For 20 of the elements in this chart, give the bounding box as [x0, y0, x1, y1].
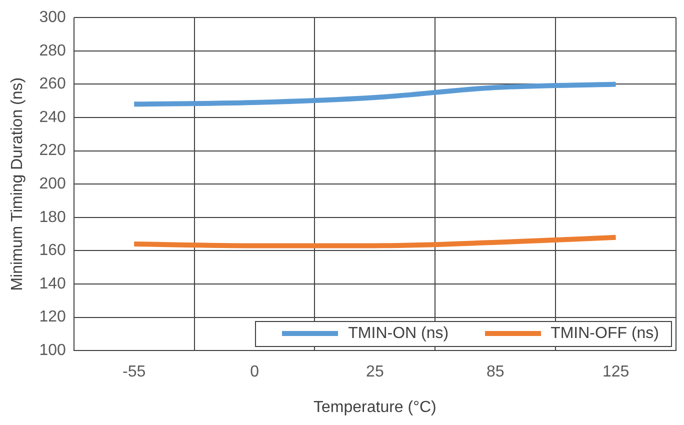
- y-tick-label: 180: [39, 208, 66, 226]
- y-tick-label: 240: [39, 108, 66, 126]
- x-tick-label: -55: [122, 364, 146, 381]
- x-tick-label: 25: [366, 364, 384, 381]
- y-axis-title: Minimum Timing Duration (ns): [9, 77, 26, 291]
- x-tick-label: 85: [486, 364, 504, 381]
- legend-label: TMIN-ON (ns): [348, 324, 449, 343]
- y-tick-label: 220: [39, 142, 66, 160]
- x-tick-label: 0: [250, 364, 260, 381]
- y-tick-label: 300: [39, 9, 66, 26]
- y-tick-label: 200: [39, 176, 66, 193]
- y-tick-label: 160: [39, 242, 66, 260]
- y-tick-label: 260: [39, 76, 66, 93]
- y-tick-label: 140: [39, 275, 66, 292]
- y-tick-label: 100: [39, 342, 66, 360]
- legend-label: TMIN-OFF (ns): [550, 324, 659, 343]
- x-tick-label: 125: [602, 364, 630, 381]
- x-axis-title: Temperature (°C): [314, 398, 436, 416]
- y-tick-label: 280: [39, 42, 66, 60]
- y-tick-label: 120: [39, 308, 66, 326]
